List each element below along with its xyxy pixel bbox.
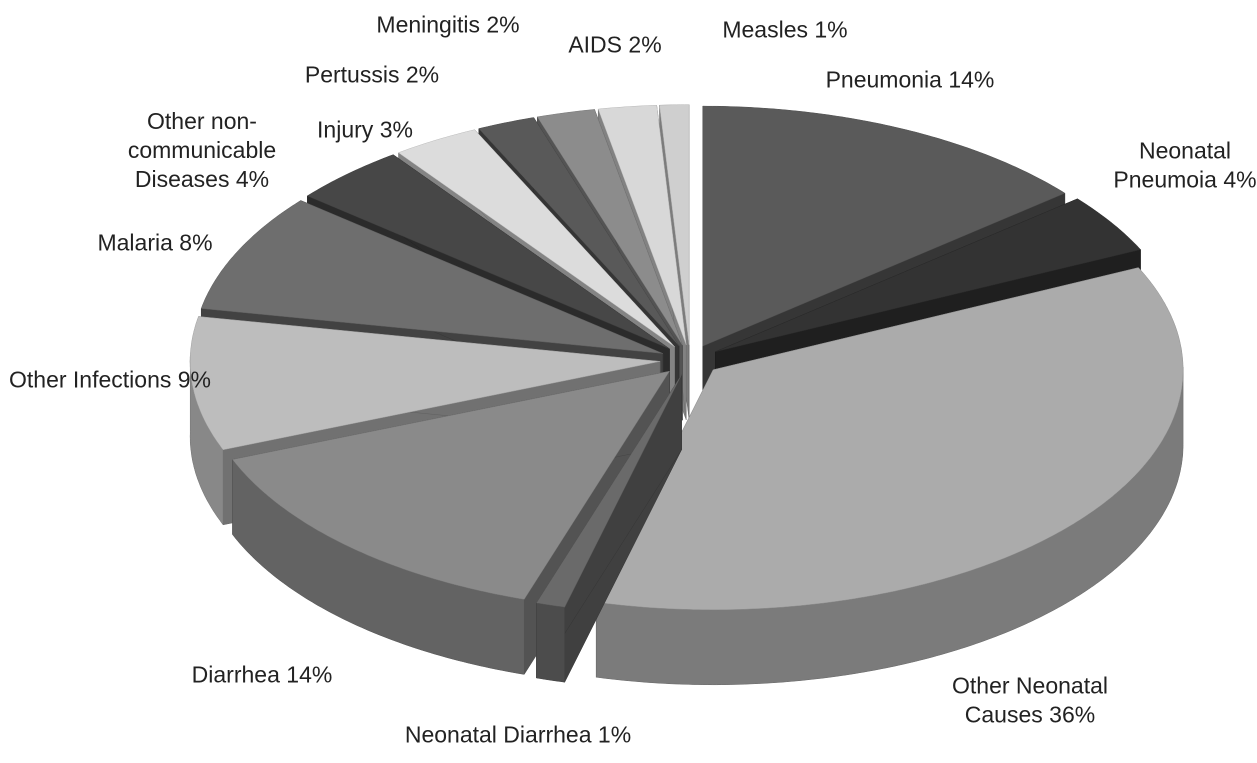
slice-top	[715, 198, 1142, 353]
slice-top	[189, 316, 661, 451]
slice-label: Malaria 8%	[55, 229, 255, 258]
slice-top	[306, 154, 670, 350]
slice-label: Other Infections 9%	[0, 366, 220, 395]
slice-top	[597, 105, 687, 345]
value-label: 9%	[177, 366, 211, 393]
slice-top	[659, 104, 690, 345]
slice-top	[536, 109, 683, 346]
pie-slice	[595, 267, 1184, 686]
slice-top	[702, 105, 1066, 347]
value-label: 14%	[286, 661, 333, 688]
slice-label: Neonatal Pneumoia 4%	[1105, 136, 1257, 194]
slice-top	[478, 117, 680, 346]
value-label: 2%	[405, 61, 440, 88]
slice-label: Diarrhea 14%	[152, 661, 372, 690]
slice-label: Measles 1%	[695, 16, 875, 45]
value-label: 1%	[597, 721, 632, 748]
category-name: Diarrhea	[191, 661, 280, 688]
slice-top	[397, 129, 675, 348]
slice-label: Other Neonatal Causes 36%	[930, 671, 1130, 729]
slice-label: Injury 3%	[265, 116, 465, 145]
category-name: Pneumonia	[825, 66, 942, 93]
slice-wall	[536, 602, 565, 683]
value-label: 14%	[948, 66, 995, 93]
slice-label: Pertussis 2%	[272, 61, 472, 90]
pie-slice	[535, 373, 682, 683]
slice-label: Other non-communicable Diseases 4%	[122, 107, 282, 193]
value-label: 4%	[235, 165, 270, 192]
value-label: 3%	[379, 116, 413, 143]
slice-label: Pneumonia 14%	[780, 66, 1040, 95]
value-label: 1%	[814, 16, 848, 43]
slice-top	[595, 267, 1184, 611]
slice-top	[200, 200, 663, 354]
slice-label: Neonatal Diarrhea 1%	[388, 721, 648, 750]
category-name: Other Infections	[9, 366, 172, 393]
value-label: 2%	[486, 11, 520, 38]
value-label: 8%	[179, 229, 213, 256]
slice-label: AIDS 2%	[540, 31, 690, 60]
slice-top	[535, 374, 682, 608]
category-name: Other non-communicable Diseases	[127, 107, 277, 192]
category-name: Neonatal Diarrhea	[404, 721, 592, 748]
category-name: Malaria	[97, 229, 173, 256]
category-name: Measles	[722, 16, 808, 43]
category-name: AIDS	[568, 31, 623, 58]
slice-label: Meningitis 2%	[338, 11, 558, 40]
category-name: Meningitis	[376, 11, 480, 38]
category-name: Pertussis	[304, 61, 400, 88]
category-name: Other Neonatal Causes	[952, 672, 1108, 727]
category-name: Injury	[317, 116, 374, 143]
slice-top	[232, 370, 671, 600]
value-label: 36%	[1049, 701, 1096, 727]
category-name: Neonatal Pneumoia	[1113, 137, 1232, 192]
value-label: 4%	[1223, 166, 1257, 192]
value-label: 2%	[628, 31, 662, 58]
